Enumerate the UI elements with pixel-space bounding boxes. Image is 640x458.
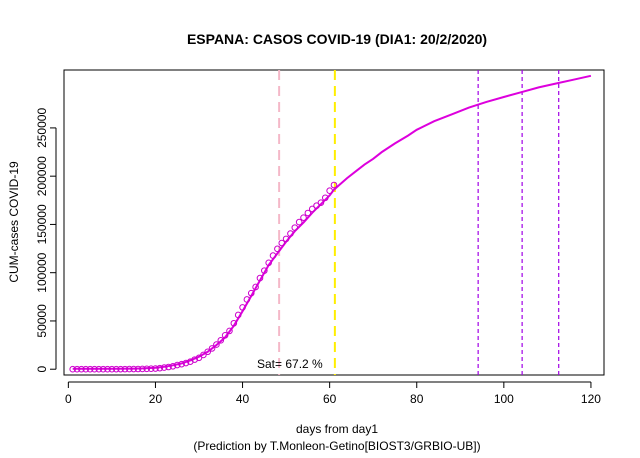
observed-point — [169, 363, 177, 370]
observed-point — [73, 365, 81, 373]
y-axis: 0 50000 100000 150000 200000 250000 — [35, 108, 57, 373]
observed-point — [112, 365, 120, 373]
prediction-line — [72, 74, 592, 370]
x-tick-label: 120 — [581, 392, 601, 406]
observed-point — [165, 363, 172, 371]
observed-point — [313, 202, 320, 209]
observed-point — [256, 274, 264, 282]
observed-points — [69, 181, 338, 373]
observed-point — [330, 181, 338, 189]
x-tick-label: 100 — [494, 392, 514, 406]
x-tick-label: 20 — [149, 392, 163, 406]
observed-point — [173, 361, 181, 369]
observed-point — [317, 199, 325, 206]
observed-point — [247, 289, 255, 297]
x-tick-label: 60 — [323, 392, 337, 406]
observed-point — [178, 360, 185, 368]
observed-point — [234, 311, 242, 319]
x-tick-label: 80 — [410, 392, 424, 406]
y-tick-label: 250000 — [35, 108, 49, 148]
observed-point — [230, 319, 238, 327]
observed-point — [182, 359, 190, 367]
observed-point — [287, 230, 294, 237]
observed-point — [82, 365, 90, 373]
observed-point — [130, 365, 137, 373]
observed-point — [143, 365, 151, 373]
observed-point — [95, 365, 103, 373]
observed-point — [221, 331, 229, 339]
x-axis: 0 20 40 60 80 100 120 — [65, 381, 601, 406]
observed-point — [104, 365, 111, 373]
x-tick-label: 40 — [236, 392, 250, 406]
observed-point — [295, 218, 303, 226]
observed-point — [200, 351, 207, 359]
observed-point — [243, 296, 251, 303]
observed-point — [304, 209, 312, 217]
observed-point — [217, 337, 225, 344]
observed-point — [239, 304, 246, 311]
observed-point — [78, 365, 85, 373]
observed-point — [126, 365, 133, 373]
observed-point — [134, 365, 142, 373]
observed-point — [321, 194, 329, 202]
observed-point — [86, 365, 94, 373]
saturation-annotation: Sat= 67.2 % — [257, 357, 323, 371]
observed-point — [99, 365, 107, 373]
observed-point — [160, 364, 168, 371]
x-axis-label-credit: (Prediction by T.Monleon-Getino[BIOST3/G… — [193, 439, 480, 453]
observed-point — [278, 239, 286, 247]
y-tick-label: 200000 — [35, 156, 49, 196]
observed-point — [117, 365, 124, 373]
observed-point — [261, 267, 268, 274]
x-axis-label: days from day1 — [296, 422, 378, 436]
y-tick-label: 0 — [35, 366, 49, 373]
y-tick-label: 100000 — [35, 252, 49, 292]
reference-lines — [278, 70, 560, 375]
observed-point — [69, 365, 77, 373]
observed-point — [226, 327, 233, 335]
y-axis-label: CUM-cases COVID-19 — [7, 161, 21, 283]
observed-point — [265, 259, 272, 267]
x-tick-label: 0 — [65, 392, 72, 406]
observed-point — [91, 365, 98, 373]
observed-point — [191, 356, 198, 363]
observed-point — [139, 365, 146, 373]
observed-point — [300, 214, 307, 221]
observed-point — [282, 235, 290, 243]
y-tick-label: 50000 — [35, 304, 49, 338]
observed-point — [108, 365, 116, 373]
observed-point — [326, 187, 333, 194]
observed-point — [204, 348, 212, 356]
observed-point — [274, 245, 281, 253]
observed-point — [269, 252, 277, 259]
observed-point — [308, 205, 316, 213]
observed-point — [152, 365, 159, 372]
prediction-curve — [72, 74, 592, 370]
observed-point — [208, 345, 216, 352]
y-tick-label: 150000 — [35, 204, 49, 244]
observed-point — [156, 364, 164, 372]
observed-point — [291, 224, 299, 231]
observed-point — [213, 341, 220, 348]
observed-point — [147, 365, 155, 373]
observed-point — [252, 283, 259, 291]
chart-title: ESPANA: CASOS COVID-19 (DIA1: 20/2/2020) — [187, 31, 487, 47]
observed-point — [121, 365, 129, 373]
